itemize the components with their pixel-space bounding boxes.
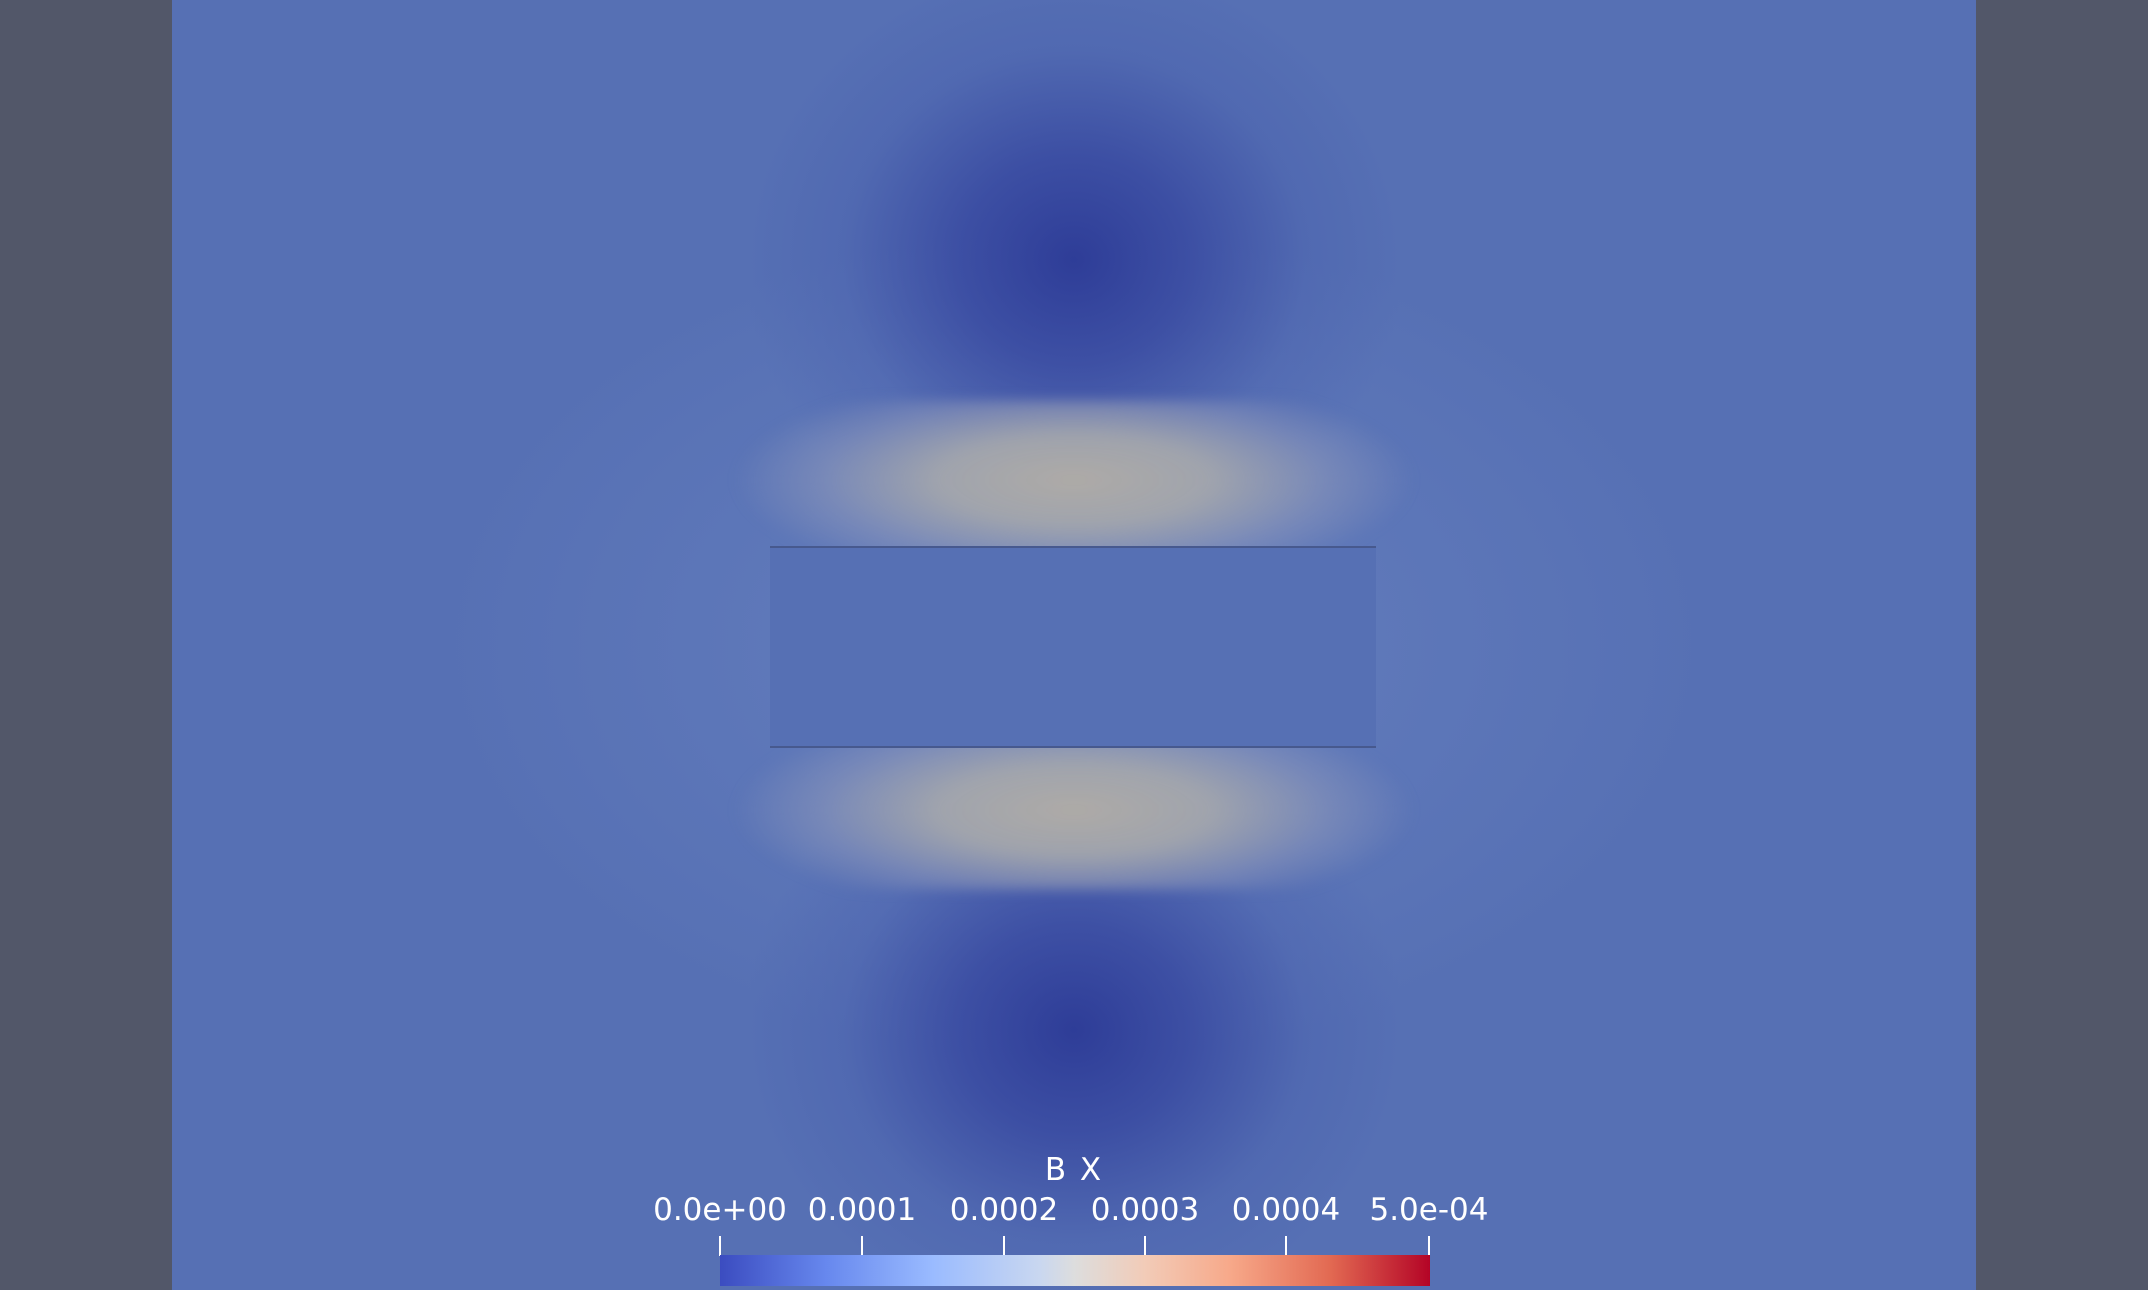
central-block bbox=[770, 546, 1376, 748]
field-band-top bbox=[732, 400, 1416, 560]
field-band-bottom bbox=[732, 730, 1416, 890]
render-viewport[interactable] bbox=[172, 0, 1976, 1290]
